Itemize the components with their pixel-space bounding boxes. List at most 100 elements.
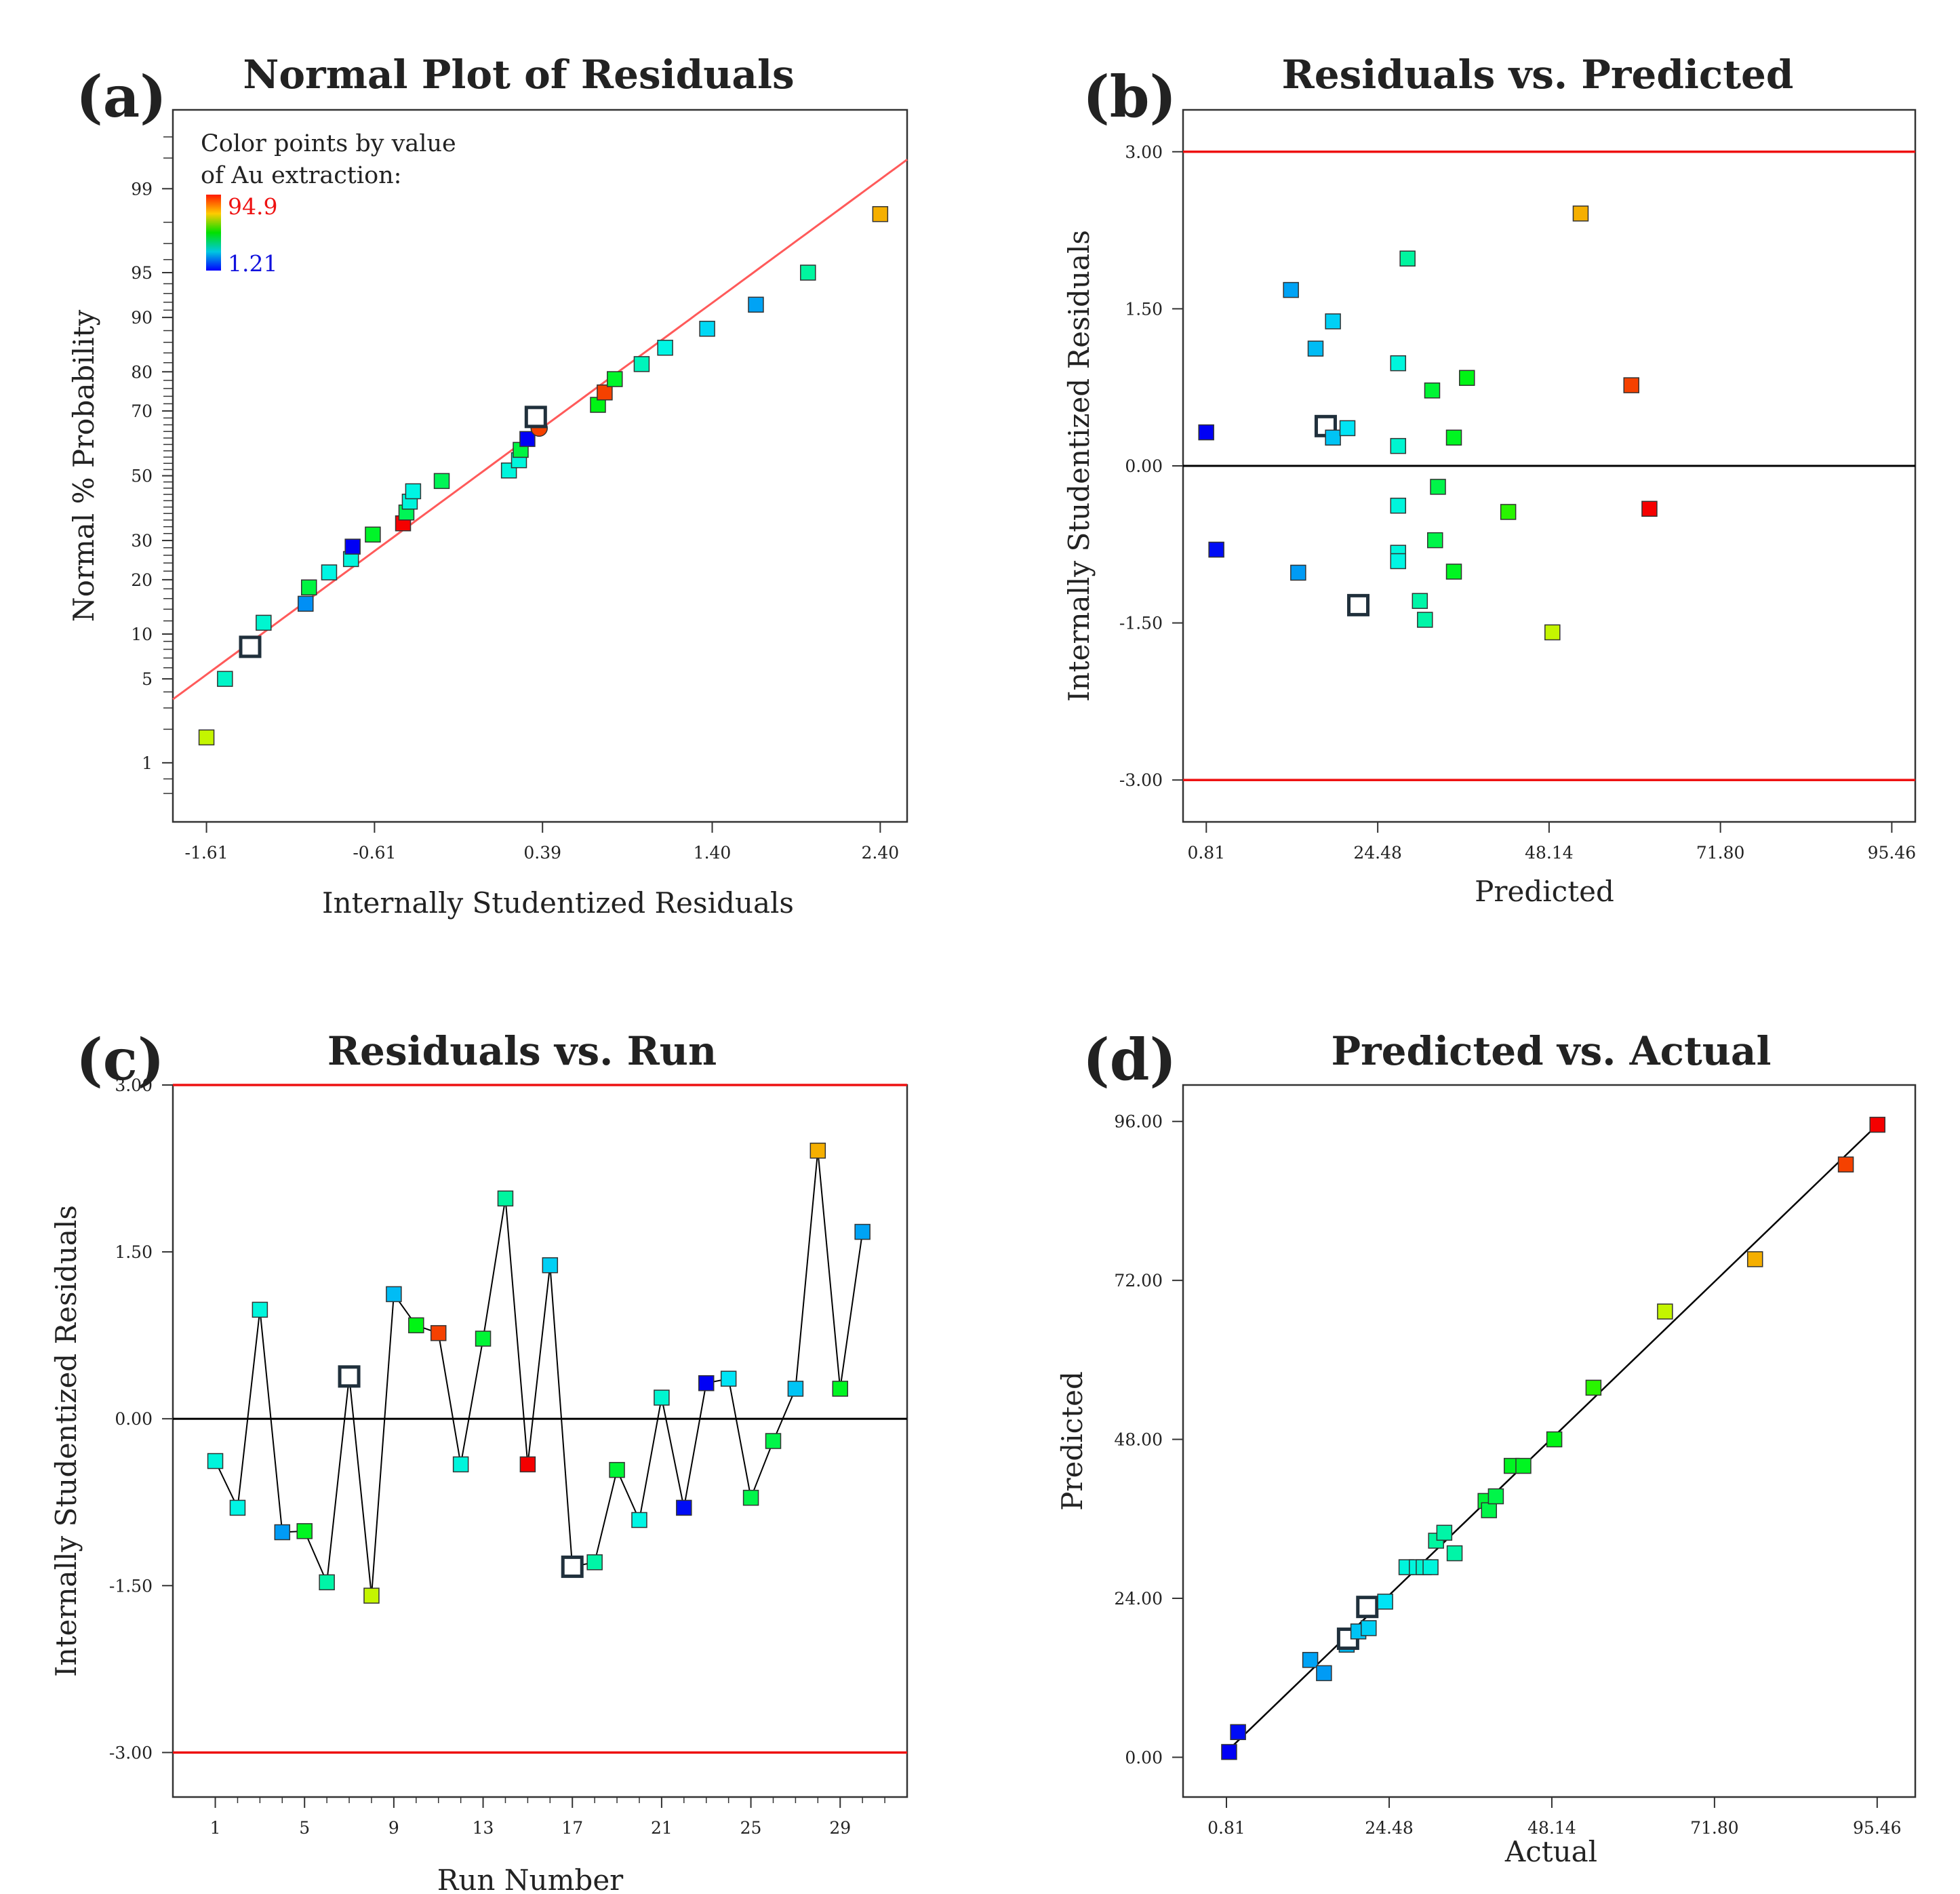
x-tick-label: 0.81 [1207, 1818, 1245, 1838]
panel-c-xlabel: Run Number [437, 1863, 624, 1894]
y-tick-label: 20 [131, 570, 153, 590]
data-point [198, 729, 215, 746]
data-point [365, 526, 381, 543]
panel-c-ylabel: Internally Studentized Residuals [49, 1205, 83, 1677]
data-point [296, 1523, 313, 1539]
y-tick-label: 24.00 [1114, 1589, 1163, 1609]
data-point [1422, 1559, 1439, 1575]
panel-b-letter: (b) [1083, 63, 1176, 130]
y-tick-label: 70 [131, 401, 153, 421]
x-tick-label: 29 [829, 1818, 851, 1838]
x-tick-label: 1 [210, 1818, 221, 1838]
y-tick-label: 0.00 [1125, 1748, 1163, 1767]
panel-a-normal-plot: (a) Normal Plot of Residuals -1.61 -0.61 0… [67, 52, 908, 920]
panel-d-ticks: 0.81 24.48 48.14 71.80 95.46 0.00 24.00 48.00 72… [1114, 1112, 1901, 1838]
x-tick-label: 2.40 [862, 843, 900, 863]
y-tick-label: 95 [131, 263, 153, 283]
panel-b-marks [1183, 151, 1915, 781]
legend-high-value: 94.9 [228, 193, 277, 220]
data-point [657, 340, 673, 356]
data-point [1657, 1303, 1673, 1320]
panel-a-marks [172, 159, 908, 746]
panel-d-predicted-vs-actual: (d) Predicted vs. Actual 0.81 24.48 48.14 7… [1056, 1026, 1917, 1868]
panel-c-plot-frame [172, 1084, 908, 1798]
x-tick-label: 1.40 [694, 843, 732, 863]
panel-b-ylabel: Internally Studentized Residuals [1062, 230, 1096, 702]
data-point [1487, 1488, 1504, 1505]
panel-a-xlabel: Internally Studentized Residuals [322, 886, 794, 920]
data-point [217, 671, 233, 687]
x-tick-label: 21 [651, 1818, 673, 1838]
data-point [1230, 1724, 1246, 1741]
data-point [1585, 1379, 1602, 1396]
y-tick-label: 99 [131, 179, 153, 199]
data-point [300, 579, 317, 595]
x-tick-label: 24.48 [1353, 843, 1402, 863]
data-point [1412, 593, 1428, 609]
data-point [1390, 497, 1407, 514]
y-tick-label: 3.00 [1125, 142, 1163, 162]
run-series-line [214, 1150, 864, 1596]
data-point [1427, 532, 1443, 549]
y-tick-label: -3.00 [109, 1743, 153, 1762]
y-tick-label: 48.00 [1114, 1430, 1163, 1450]
y-tick-label: -1.50 [109, 1576, 153, 1596]
data-point [386, 1286, 402, 1303]
data-point [1481, 1502, 1498, 1518]
data-point [698, 1375, 715, 1392]
data-point [1390, 437, 1407, 454]
data-point [1198, 424, 1214, 441]
data-point [452, 1456, 469, 1473]
data-point [1436, 1524, 1453, 1541]
data-point [1390, 553, 1407, 570]
data-point [321, 564, 338, 580]
data-point [519, 431, 536, 448]
data-point [1377, 1594, 1393, 1610]
x-tick-label: 25 [740, 1818, 762, 1838]
data-point [1361, 1620, 1377, 1636]
data-point [1283, 281, 1299, 298]
panel-a-letter: (a) [76, 63, 167, 130]
data-point-hollow [1356, 1596, 1379, 1619]
data-point [854, 1223, 871, 1240]
x-tick-label: 0.81 [1187, 843, 1225, 863]
data-point [1302, 1652, 1319, 1668]
data-point [609, 1461, 625, 1478]
data-point [872, 205, 889, 222]
panel-c-marks [173, 1084, 907, 1754]
y-tick-label: 0.00 [115, 1409, 153, 1429]
panel-c-title: Residuals vs. Run [327, 1028, 717, 1074]
y-tick-label: 1 [142, 753, 153, 773]
x-tick-label: 24.48 [1365, 1818, 1414, 1838]
data-point [319, 1574, 335, 1591]
panel-a-title: Normal Plot of Residuals [243, 52, 794, 98]
data-point [1446, 1545, 1463, 1562]
y-tick-label: 90 [131, 308, 153, 328]
y-tick-label: 1.50 [1125, 299, 1163, 319]
data-point [676, 1499, 692, 1516]
data-point [408, 1317, 424, 1334]
data-point [1424, 382, 1441, 399]
data-point [787, 1381, 804, 1397]
data-point [256, 614, 272, 631]
x-tick-label: -1.61 [185, 843, 228, 863]
data-point [1316, 1665, 1332, 1682]
data-point [1546, 1431, 1563, 1448]
data-point [1399, 250, 1416, 267]
data-point [405, 483, 422, 500]
y-tick-label: 96.00 [1114, 1112, 1163, 1132]
data-point [1515, 1457, 1532, 1474]
data-point [597, 384, 613, 401]
y-tick-label: 80 [131, 362, 153, 382]
y-tick-label: 10 [131, 625, 153, 644]
data-point [809, 1143, 826, 1159]
legend-title-line1: Color points by value [201, 130, 456, 157]
data-point [699, 321, 715, 337]
x-tick-label: 48.14 [1527, 1818, 1576, 1838]
panel-a-plot-frame [172, 108, 908, 823]
data-point [229, 1499, 246, 1516]
data-point [1869, 1116, 1885, 1133]
data-point [1325, 313, 1341, 330]
y-tick-label: 5 [142, 669, 153, 689]
